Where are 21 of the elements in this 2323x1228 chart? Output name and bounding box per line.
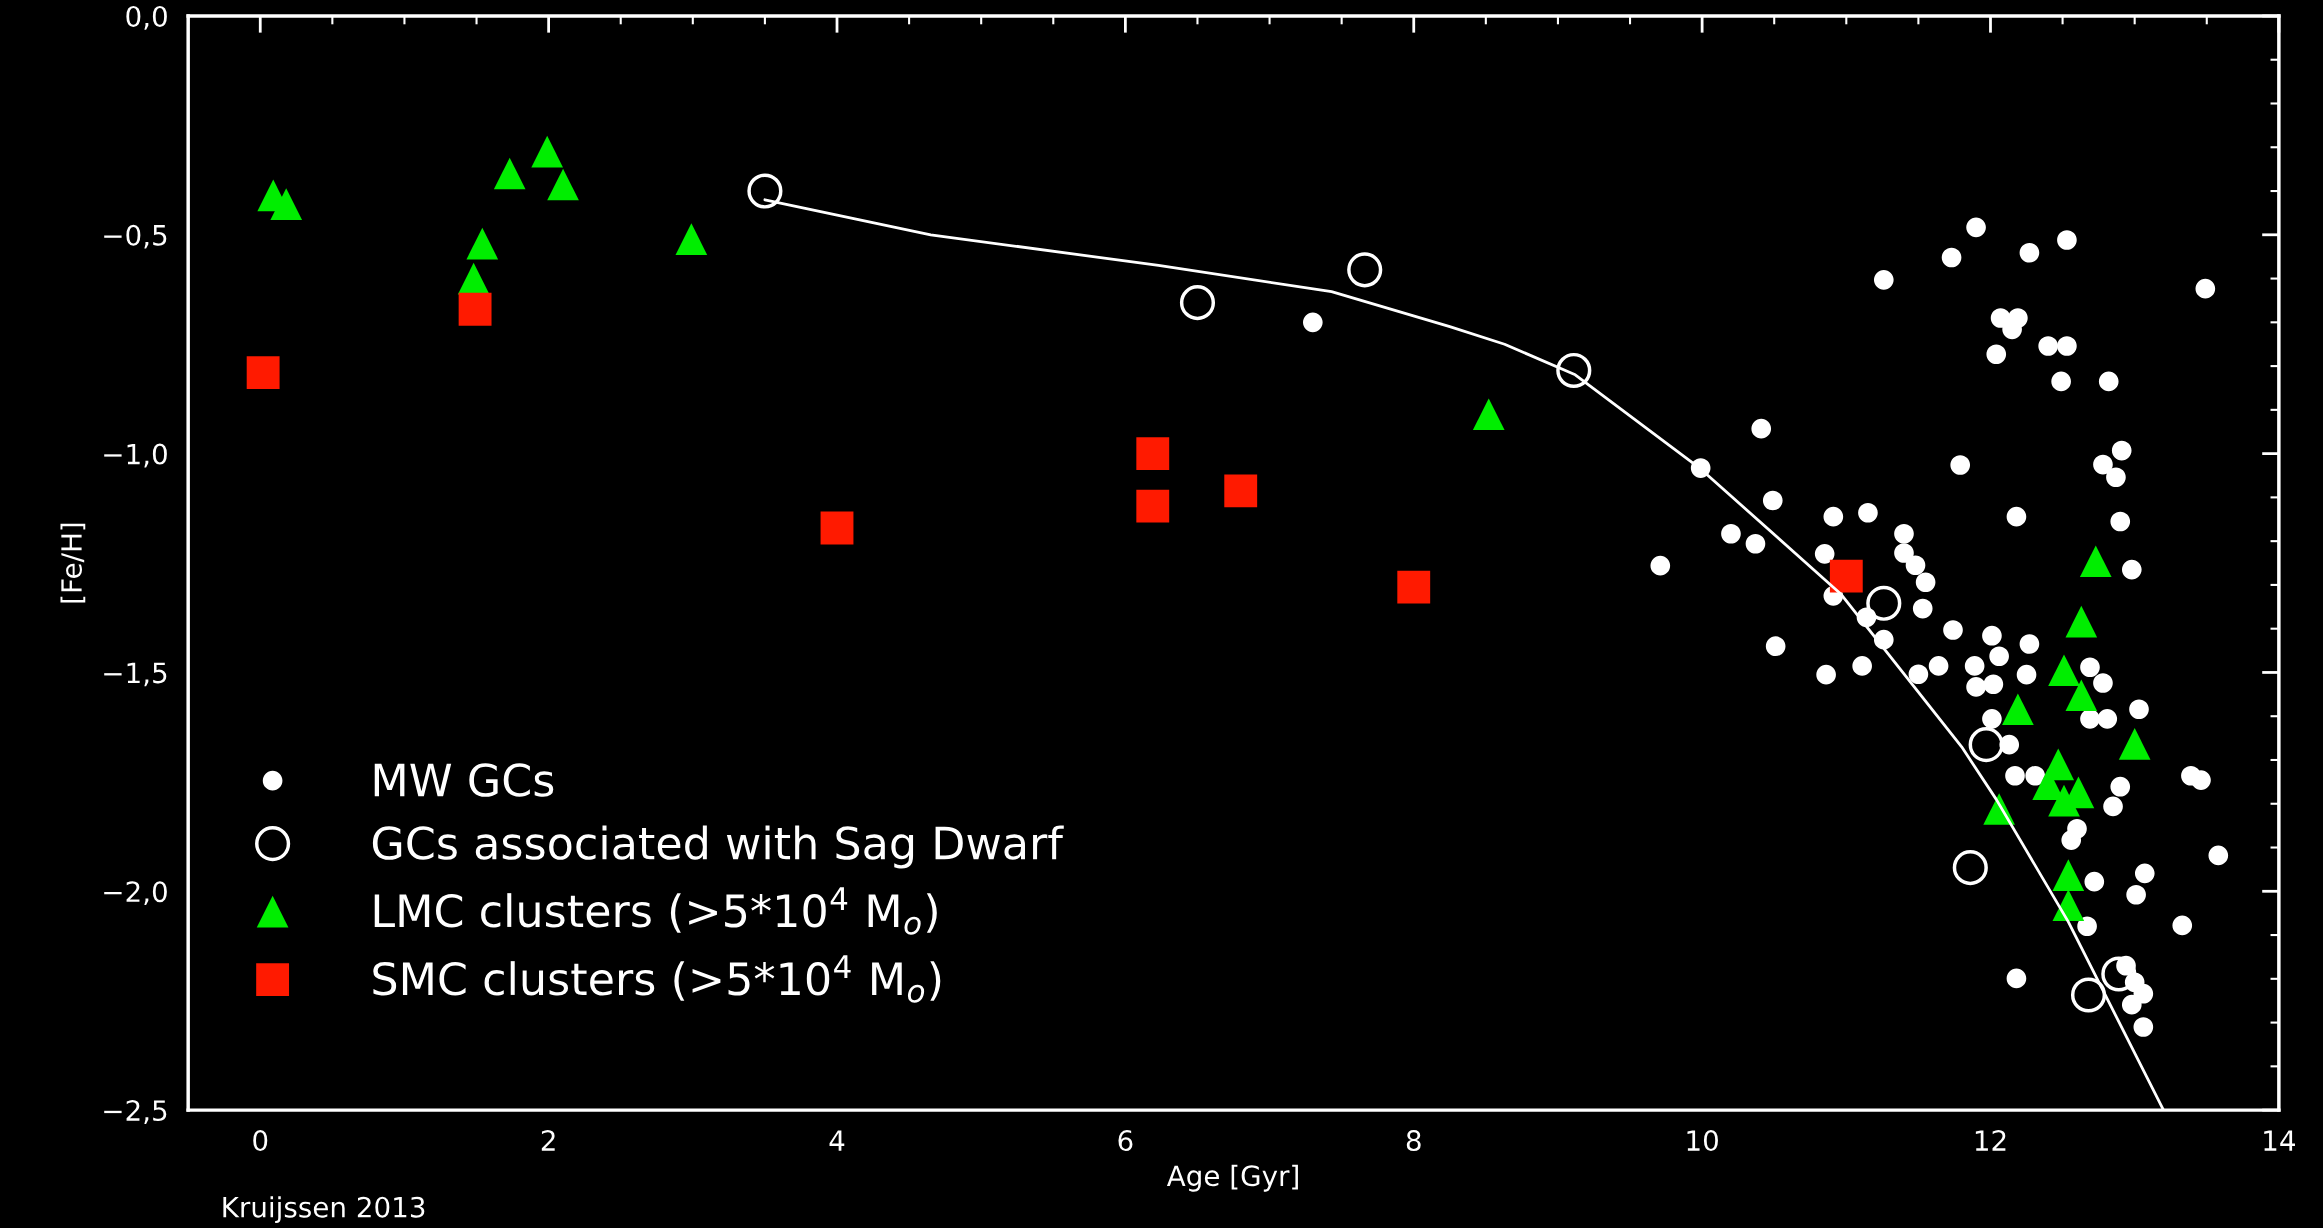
legend-label: LMC clusters (>5*10$^{4}$ M$_{o}$) — [374, 887, 937, 935]
y-tick-label: −2,0 — [104, 881, 167, 906]
y-tick-label: −1,0 — [104, 443, 167, 468]
x-tick-label: 10 — [1687, 1130, 1718, 1152]
legend-label: GCs associated with Sag Dwarf — [372, 825, 1064, 869]
x-axis-title: Age [Gyr] — [1166, 1164, 1298, 1192]
y-axis-title: [Fe/H] — [60, 523, 86, 603]
y-tick-label: −0,5 — [104, 224, 167, 249]
legend-label: SMC clusters (>5*10$^{4}$ M$_{o}$) — [373, 955, 941, 1003]
y-tick-label: −2,5 — [104, 1100, 167, 1124]
legend-label: MW GCs — [374, 763, 554, 797]
x-tick-label: 2 — [541, 1130, 555, 1151]
y-tick-label: −1,5 — [104, 662, 167, 687]
x-tick-label: 6 — [1118, 1130, 1133, 1152]
x-tick-label: 14 — [2264, 1130, 2295, 1151]
x-tick-label: 8 — [1406, 1130, 1421, 1152]
y-tick-label: 0,0 — [126, 5, 167, 30]
x-tick-label: 12 — [1975, 1130, 2006, 1151]
text: Kruijssen 2013 — [223, 1196, 425, 1224]
x-tick-label: 4 — [829, 1130, 845, 1151]
x-tick-label: 0 — [253, 1130, 268, 1152]
